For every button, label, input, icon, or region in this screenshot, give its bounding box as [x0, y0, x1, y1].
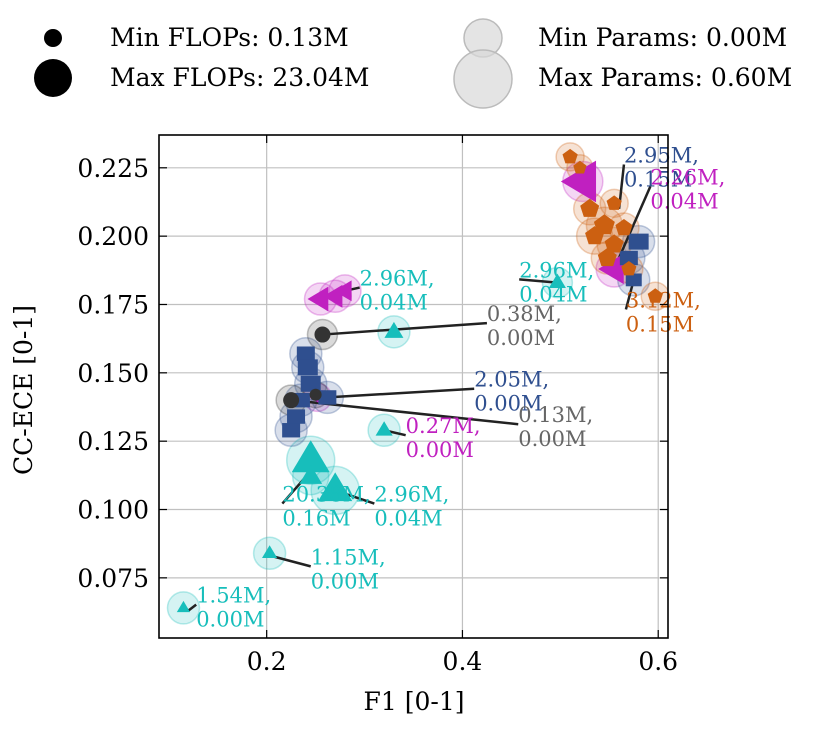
cyan-triangles-point — [318, 472, 353, 502]
annotation-label-params: 0.00M — [311, 569, 379, 593]
annotation-label-params: 0.04M — [374, 507, 442, 531]
magenta-triangles-point — [598, 253, 624, 285]
data-points — [176, 148, 663, 613]
annotation-label-flops: 3.12M, — [626, 288, 701, 312]
orange-pentagons-point — [615, 218, 633, 236]
y-tick-label: 0.200 — [77, 222, 149, 251]
magenta-triangles-point — [560, 160, 597, 203]
legend-params-min-label: Min Params: 0.00M — [538, 23, 787, 52]
annotation-label-params: 0.00M — [518, 427, 586, 451]
annotation-label-params: 0.00M — [406, 438, 474, 462]
annotation-label-params: 0.04M — [519, 282, 587, 306]
cyan-triangles-point — [299, 464, 323, 484]
orange-pentagons-point — [604, 234, 624, 253]
annotation-label-flops: 0.27M, — [406, 414, 481, 438]
legend-flops-min-label: Min FLOPs: 0.13M — [110, 23, 349, 52]
orange-pentagons-point — [580, 198, 600, 217]
legend-params-max-label: Max Params: 0.60M — [538, 63, 792, 92]
orange-pentagons-point — [573, 160, 587, 174]
orange-pentagons-point — [621, 260, 637, 276]
y-tick-label: 0.150 — [77, 359, 149, 388]
annotation-label-flops: 2.05M, — [474, 368, 549, 392]
orange-pentagons-point — [585, 226, 605, 245]
x-axis-label: F1 [0-1] — [364, 687, 465, 716]
legend-params-max-marker — [453, 49, 513, 109]
annotation-label-flops: 20.38M, — [282, 483, 370, 507]
cyan-triangles-point — [384, 321, 404, 338]
annotation-leader — [327, 387, 475, 399]
annotation-label-flops: 2.96M, — [519, 258, 594, 282]
annotation-label-flops: 0.38M, — [487, 302, 562, 326]
orange-pentagons-point — [593, 214, 615, 235]
annotation-label-params: 0.16M — [282, 507, 350, 531]
blue-squares-point — [625, 273, 642, 287]
annotation-label-params: 0.04M — [360, 291, 428, 315]
annotation-label-params: 0.04M — [650, 189, 718, 213]
orange-pentagons-point — [606, 195, 622, 210]
annotation-label-params: 0.00M — [196, 608, 264, 632]
y-axis-label: CC-ECE [0-1] — [9, 305, 38, 475]
annotation-leader — [271, 554, 312, 568]
cyan-triangles-point — [176, 600, 191, 613]
y-tick-label: 0.125 — [77, 427, 149, 456]
x-tick-label: 0.4 — [443, 647, 483, 676]
legend-flops-max-label: Max FLOPs: 23.04M — [110, 63, 370, 92]
cyan-triangles-point — [375, 421, 393, 436]
orange-pentagons-point — [562, 148, 578, 164]
legend-flops-max-marker — [34, 59, 72, 97]
cyan-triangles-point — [291, 440, 330, 473]
gray-circles-point — [314, 326, 331, 343]
legend: Min FLOPs: 0.13M Max FLOPs: 23.04M Min P… — [34, 18, 792, 109]
blue-squares-point — [619, 250, 638, 266]
axis-ticks: 0.2 0.4 0.6 0.075 0.100 0.125 0.150 0.175 0.200 0… — [77, 135, 678, 676]
y-tick-label: 0.075 — [77, 564, 149, 593]
gray-circles-point — [283, 392, 300, 409]
plot-border — [158, 134, 669, 639]
plot-frame — [158, 134, 669, 639]
annotation-label-params: 0.00M — [487, 326, 555, 350]
annotation-label-params: 0.15M — [626, 312, 694, 336]
annotation-label-flops: 2.96M, — [374, 483, 449, 507]
blue-squares-point — [318, 390, 337, 405]
cyan-triangles-point — [262, 545, 278, 559]
orange-pentagons-point — [647, 288, 663, 303]
annotation-label-flops: 0.13M, — [518, 403, 593, 427]
annotation-labels: 1.54M,0.00M1.15M,0.00M20.38M,0.16M2.96M,… — [196, 144, 725, 632]
orange-pentagons-point — [597, 248, 617, 267]
magenta-triangles-point — [307, 286, 329, 312]
x-tick-label: 0.2 — [247, 647, 287, 676]
magenta-triangles-point — [333, 280, 352, 302]
annotation-label-flops: 1.54M, — [196, 584, 271, 608]
blue-squares-point — [287, 409, 306, 424]
blue-squares-point — [282, 423, 301, 438]
blue-squares-point — [300, 375, 321, 392]
blue-squares-point — [628, 233, 649, 250]
y-tick-label: 0.100 — [77, 496, 149, 525]
annotation-label-flops: 2.95M, — [624, 144, 699, 168]
annotation-leader — [322, 321, 488, 336]
blue-squares-point — [297, 359, 318, 376]
annotation-label-flops: 2.96M, — [360, 267, 435, 291]
blue-squares-point — [296, 346, 315, 361]
y-tick-label: 0.175 — [77, 290, 149, 319]
gray-circles-point — [309, 388, 322, 401]
annotation-leader — [187, 603, 197, 612]
x-tick-label: 0.6 — [638, 647, 678, 676]
cyan-triangles-point — [548, 273, 566, 289]
annotation-label-params: 0.15M — [624, 168, 692, 192]
annotation-label-params: 0.00M — [474, 392, 542, 416]
legend-flops-min-marker — [44, 29, 62, 47]
annotation-label-flops: 2.26M, — [650, 165, 725, 189]
annotation-leader — [519, 278, 558, 284]
annotation-label-flops: 1.15M, — [311, 545, 386, 569]
y-tick-label: 0.225 — [77, 154, 149, 183]
